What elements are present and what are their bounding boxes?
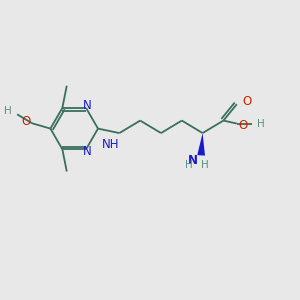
Polygon shape [197, 133, 205, 156]
Text: O: O [242, 95, 251, 108]
Text: N: N [83, 145, 92, 158]
Text: H: H [185, 160, 193, 170]
Text: N: N [188, 154, 198, 167]
Text: H: H [201, 160, 208, 170]
Text: N: N [83, 99, 92, 112]
Text: NH: NH [101, 138, 119, 151]
Text: H: H [257, 118, 265, 128]
Text: H: H [4, 106, 12, 116]
Text: O: O [21, 115, 31, 128]
Text: O: O [238, 118, 248, 131]
